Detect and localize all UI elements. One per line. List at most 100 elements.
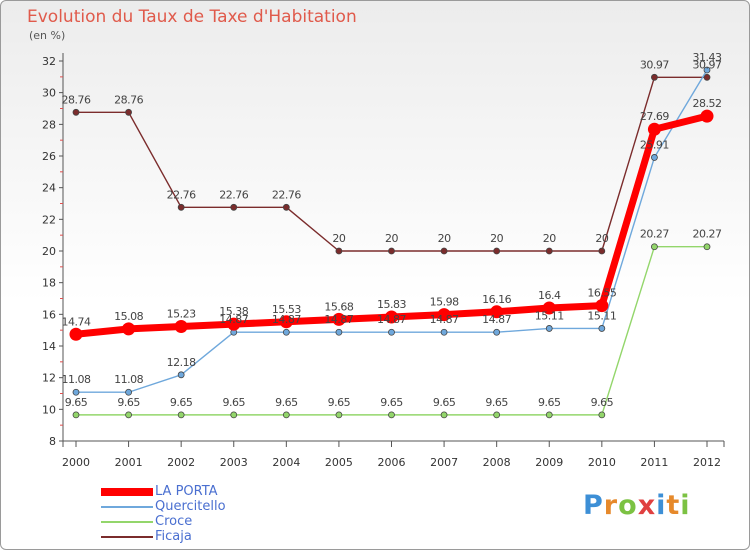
- data-label: 9.65: [275, 396, 298, 409]
- data-point: [598, 325, 606, 332]
- data-label: 11.08: [62, 373, 91, 386]
- data-point: [72, 108, 80, 116]
- data-label: 9.65: [380, 396, 403, 409]
- y-tick-label: 20: [42, 245, 56, 258]
- data-label: 9.65: [538, 396, 561, 409]
- data-point: [388, 247, 395, 255]
- logo-letter: r: [603, 490, 619, 521]
- data-label: 28.52: [693, 97, 722, 110]
- legend-swatch: [101, 487, 153, 496]
- data-point: [122, 322, 136, 336]
- data-point: [651, 243, 658, 251]
- data-point: [703, 73, 711, 81]
- legend-item: Quercitello: [101, 499, 226, 514]
- data-label: 22.76: [219, 188, 248, 201]
- data-label: 9.65: [65, 396, 88, 409]
- data-label: 15.83: [377, 298, 406, 311]
- data-point: [437, 308, 451, 322]
- data-point: [332, 312, 346, 326]
- x-tick-label: 2006: [378, 456, 406, 469]
- chart-title: Evolution du Taux de Taxe d'Habitation: [27, 7, 357, 27]
- data-label: 15.98: [430, 296, 459, 309]
- y-tick-label: 8: [49, 435, 56, 448]
- data-point: [440, 328, 448, 336]
- data-point: [282, 411, 290, 419]
- logo-letter: i: [680, 490, 691, 521]
- data-label: 15.53: [272, 303, 301, 316]
- data-label: 9.65: [433, 396, 456, 409]
- x-tick-label: 2003: [220, 456, 248, 469]
- x-tick-label: 2001: [115, 456, 143, 469]
- data-label: 9.65: [170, 396, 193, 409]
- data-label: 15.38: [219, 305, 248, 318]
- data-label: 16.4: [538, 289, 561, 302]
- data-label: 14.87: [272, 313, 301, 326]
- data-point: [703, 66, 711, 74]
- data-label: 14.87: [324, 313, 353, 326]
- data-label: 20: [332, 232, 345, 245]
- series-line-ficaja: [76, 76, 707, 252]
- data-label: 15.11: [535, 309, 564, 322]
- data-point: [174, 320, 188, 334]
- x-tick-label: 2011: [640, 456, 668, 469]
- data-label: 25.91: [640, 138, 669, 151]
- data-label: 9.65: [117, 396, 140, 409]
- data-point: [647, 122, 661, 136]
- chart-axes: 2000 2001 2002 2003 2004 2005 2006 2007 2008 2009…: [42, 53, 725, 469]
- data-point: [335, 247, 343, 255]
- data-label: 9.65: [485, 396, 508, 409]
- data-label: 15.23: [167, 308, 196, 321]
- data-label: 22.76: [272, 188, 301, 201]
- data-point: [279, 315, 293, 329]
- proxiti-logo: Proxiti: [583, 490, 691, 521]
- data-label: 28.76: [62, 93, 91, 106]
- data-point: [230, 411, 238, 419]
- data-label: 20.27: [693, 228, 722, 241]
- data-point: [598, 411, 606, 419]
- data-point: [177, 203, 185, 211]
- y-tick-label: 12: [42, 372, 56, 385]
- legend-label: Croce: [155, 514, 193, 529]
- data-point: [545, 411, 553, 419]
- legend-item: Croce: [101, 514, 226, 529]
- legend-swatch: [101, 520, 153, 523]
- data-point: [69, 327, 83, 341]
- data-point: [493, 328, 501, 336]
- x-tick-label: 2007: [430, 456, 458, 469]
- data-point: [700, 109, 714, 123]
- x-tick-label: 2010: [588, 456, 616, 469]
- data-point: [335, 411, 343, 419]
- data-point: [545, 247, 553, 255]
- data-point: [598, 247, 606, 255]
- data-label: 31.43: [693, 51, 722, 64]
- data-label: 12.18: [167, 356, 196, 369]
- legend-label: LA PORTA: [155, 484, 218, 499]
- chart-series: [69, 66, 714, 419]
- data-label: 20.27: [640, 228, 669, 241]
- legend-label: Ficaja: [155, 529, 192, 544]
- data-point: [388, 328, 395, 336]
- data-label: 20: [543, 232, 556, 245]
- data-label: 11.08: [114, 373, 143, 386]
- data-point: [335, 328, 343, 336]
- y-tick-label: 30: [42, 87, 56, 100]
- data-label: 30.97: [640, 58, 669, 71]
- data-label: 20: [385, 232, 398, 245]
- y-unit-label: (en %): [29, 29, 66, 42]
- chart-legend: LA PORTA Quercitello Croce Ficaja: [101, 484, 226, 544]
- y-tick-label: 24: [42, 182, 56, 195]
- data-point: [227, 317, 241, 331]
- legend-swatch: [101, 505, 153, 508]
- data-point: [388, 411, 395, 419]
- y-tick-label: 18: [42, 277, 56, 290]
- data-label: 9.65: [328, 396, 351, 409]
- data-label: 16.16: [482, 293, 511, 306]
- logo-letter: t: [666, 490, 681, 521]
- data-label: 20: [595, 232, 608, 245]
- legend-item: LA PORTA: [101, 484, 226, 499]
- data-point: [703, 243, 711, 251]
- data-point: [385, 310, 398, 324]
- data-label: 14.87: [219, 313, 248, 326]
- y-tick-label: 32: [42, 55, 56, 68]
- data-point: [72, 388, 80, 396]
